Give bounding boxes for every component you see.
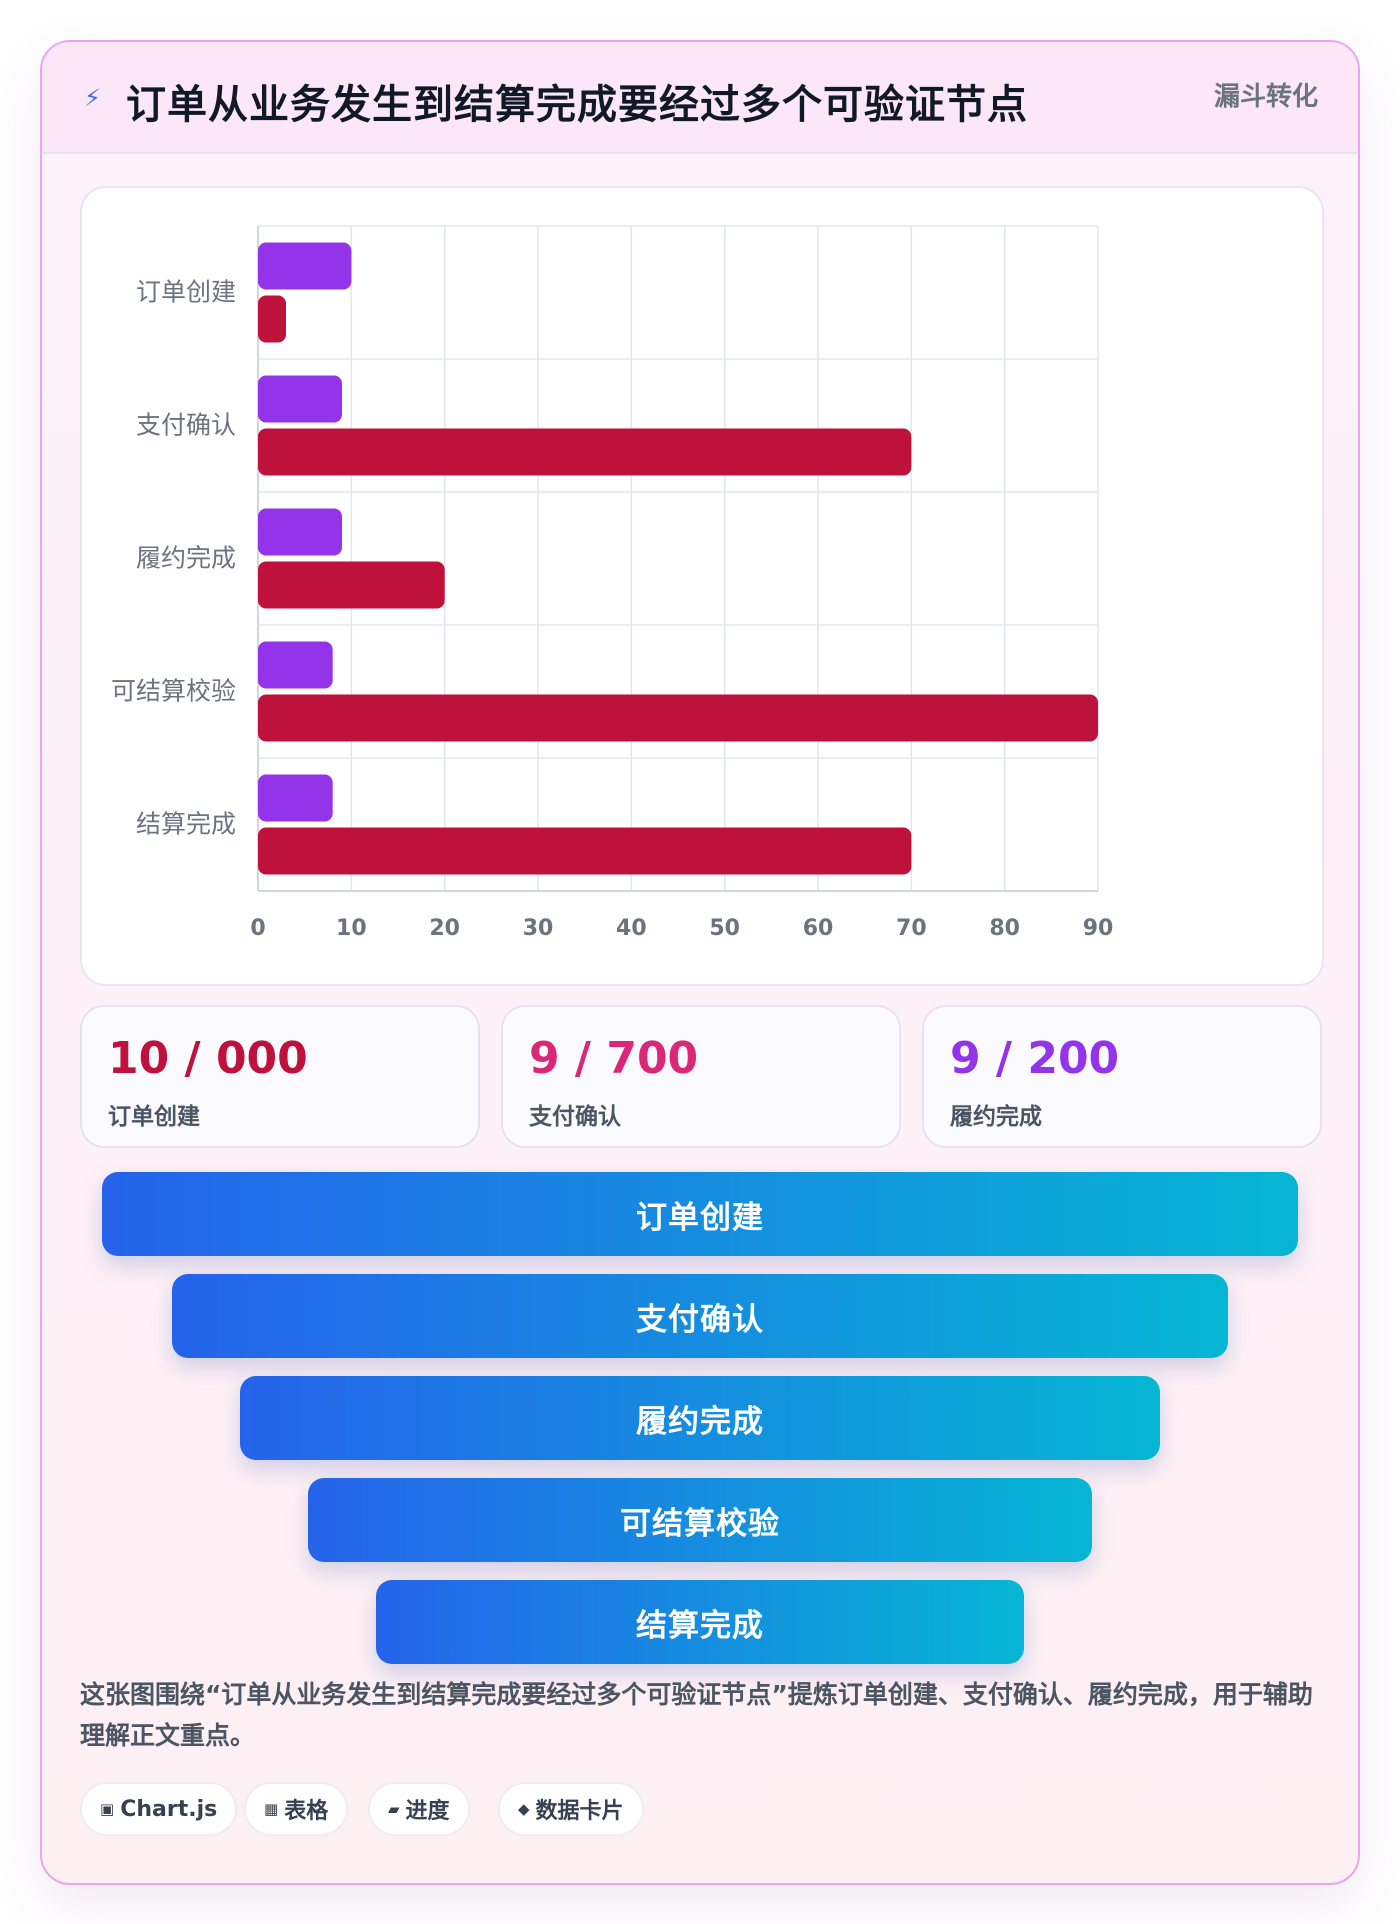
funnel-step: 结算完成 — [376, 1580, 1024, 1664]
bar — [258, 428, 912, 476]
progress-icon: ▰ — [388, 1800, 400, 1818]
stat-value: 9 / 700 — [529, 1033, 699, 1084]
funnel-step: 可结算校验 — [308, 1478, 1092, 1562]
card-title: 订单从业务发生到结算完成要经过多个可验证节点 — [126, 82, 1028, 128]
chip-label: 表格 — [284, 1799, 329, 1824]
chart-panel: 0 10 20 30 40 50 60 70 80 90 订单创建支付确认履约完成可结算校验结算完成 — [80, 186, 1324, 986]
card-header: ⚡ 订单从业务发生到结算完成要经过多个可验证节点 漏斗转化 — [42, 42, 1358, 154]
bar — [258, 774, 333, 822]
table-icon: ▦ — [264, 1800, 279, 1818]
bar — [258, 561, 445, 609]
x-tick-label: 10 — [336, 916, 367, 941]
bar — [258, 641, 333, 689]
stat-label: 支付确认 — [529, 1104, 621, 1130]
funnel-step: 履约完成 — [240, 1376, 1160, 1460]
stat-value: 9 / 200 — [950, 1033, 1120, 1084]
x-tick-label: 90 — [1083, 916, 1114, 941]
card-tag: 漏斗转化 — [1213, 82, 1318, 112]
stat-value: 10 / 000 — [108, 1033, 308, 1084]
stat-card: 10 / 000 订单创建 — [80, 1005, 480, 1148]
stat-card: 9 / 200 履约完成 — [922, 1005, 1322, 1148]
stat-label: 订单创建 — [108, 1104, 200, 1130]
stat-label: 履约完成 — [950, 1104, 1042, 1130]
y-tick-label: 结算完成 — [136, 810, 236, 839]
stat-cards: 10 / 000 订单创建 9 / 700 支付确认 9 / 200 履约完成 — [80, 1005, 1324, 1150]
chip-progress[interactable]: ▰ 进度 — [368, 1782, 470, 1836]
chart-description: 这张图围绕“订单从业务发生到结算完成要经过多个可验证节点”提炼订单创建、支付确认… — [80, 1680, 1313, 1750]
x-tick-label: 50 — [709, 916, 740, 941]
chart-card: ⚡ 订单从业务发生到结算完成要经过多个可验证节点 漏斗转化 0 10 20 30 40 5… — [40, 40, 1360, 1885]
funnel-step: 订单创建 — [102, 1172, 1298, 1256]
chip-table[interactable]: ▦ 表格 — [244, 1782, 349, 1836]
lightning-icon: ⚡ — [84, 84, 101, 112]
x-tick-label: 60 — [803, 916, 834, 941]
x-tick-label: 70 — [896, 916, 927, 941]
y-tick-label: 订单创建 — [136, 278, 236, 307]
funnel-step: 支付确认 — [172, 1274, 1228, 1358]
chip-chartjs[interactable]: ▣ Chart.js — [80, 1782, 238, 1836]
bar — [258, 375, 342, 423]
chip-label: 数据卡片 — [535, 1799, 624, 1824]
x-tick-label: 80 — [989, 916, 1020, 941]
chip-label: Chart.js — [120, 1796, 218, 1822]
x-tick-label: 30 — [523, 916, 554, 941]
x-tick-label: 20 — [429, 916, 460, 941]
chip-data-card[interactable]: ◆ 数据卡片 — [498, 1782, 644, 1836]
bar — [258, 827, 912, 875]
diamond-icon: ◆ — [518, 1800, 530, 1818]
y-tick-label: 可结算校验 — [111, 677, 236, 706]
bar — [258, 242, 352, 290]
y-tick-label: 支付确认 — [136, 411, 236, 440]
y-tick-label: 履约完成 — [136, 544, 236, 573]
x-tick-label: 40 — [616, 916, 647, 941]
chart-icon: ▣ — [100, 1800, 115, 1818]
chip-label: 进度 — [405, 1799, 450, 1824]
bar — [258, 694, 1098, 742]
x-tick-label: 0 — [250, 916, 265, 941]
bar — [258, 508, 342, 556]
stat-card: 9 / 700 支付确认 — [501, 1005, 901, 1148]
funnel-diagram: 订单创建 支付确认 履约完成 可结算校验 结算完成 — [42, 1172, 1358, 1692]
bar — [258, 295, 286, 343]
